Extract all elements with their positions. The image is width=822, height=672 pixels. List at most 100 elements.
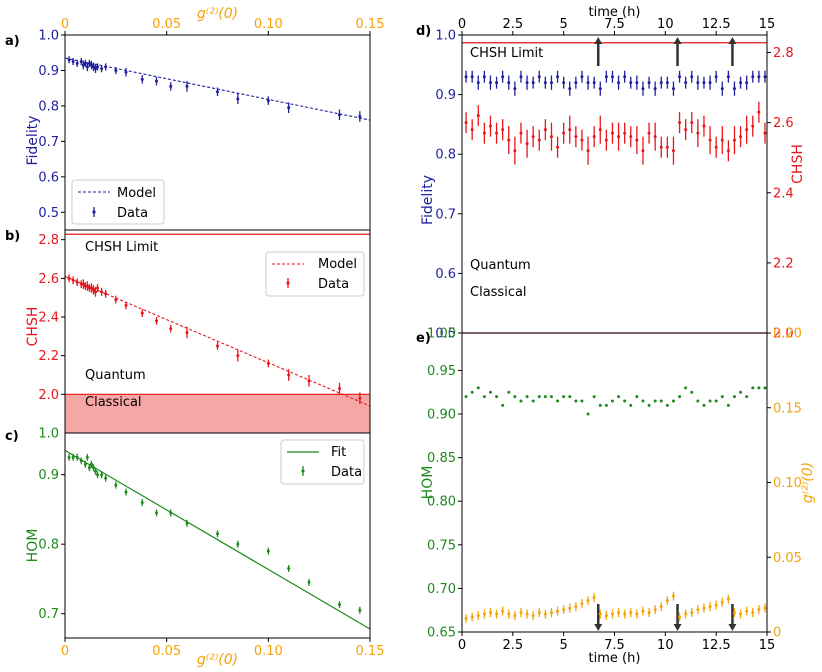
panel-d-fidelity-marker <box>580 75 584 79</box>
panel-d-chsh-marker <box>604 138 608 142</box>
panel-d-fidelity-marker <box>684 81 688 85</box>
panel-e-hom-point <box>696 399 700 403</box>
panel-b-data-marker <box>236 354 240 358</box>
panel-d-ytick-right: 2.4 <box>773 186 794 201</box>
panel-b-data-point <box>169 324 173 333</box>
panel-c-data-point <box>216 530 219 538</box>
panel-a-data-marker <box>358 115 362 119</box>
panel-d-fidelity-point <box>598 81 602 96</box>
panel-d-fidelity-point <box>580 70 584 83</box>
panel-e-hom-marker <box>635 395 639 399</box>
panel-d-fidelity-marker <box>549 81 553 85</box>
panel-a-data-point <box>104 63 108 71</box>
panel-c-data-marker <box>96 473 100 477</box>
panel-e-xtick: 10 <box>657 638 674 653</box>
panel-e-ytick-left: 0.75 <box>427 538 456 553</box>
panel-d-chsh-marker <box>751 124 755 128</box>
panel-a-data-marker <box>155 79 158 83</box>
panel-c-data-marker <box>169 511 173 515</box>
panel-d-chsh-point <box>470 119 474 141</box>
panel-d-ytick-left: 0.9 <box>435 88 456 103</box>
panel-c-xtick: 0.05 <box>152 644 181 659</box>
panel-d-limit-text: CHSH Limit <box>470 46 543 61</box>
panel-e-ytick-right: 0.15 <box>773 401 802 416</box>
panel-d-chsh-point <box>525 129 529 158</box>
panel-d-chsh-marker <box>757 110 761 114</box>
panel-e-hom-point <box>665 403 669 407</box>
panel-d-fidelity-point <box>708 75 712 90</box>
panel-d-chsh-point <box>690 112 694 134</box>
panel-b-data-marker <box>94 290 97 294</box>
panel-e-hom-marker <box>556 399 560 403</box>
panel-e-g2-point <box>586 596 590 606</box>
panel-b-data-marker <box>114 298 118 302</box>
panel-e-g2-point <box>592 593 596 603</box>
panel-a-data-point <box>140 75 144 84</box>
panel-e-xlabel: time (h) <box>589 651 641 666</box>
panel-e-hom-point <box>476 386 480 390</box>
panel-d-quantum-text: Quantum <box>470 258 531 273</box>
panel-c-data-marker <box>216 532 219 536</box>
panel-d-chsh-point <box>732 126 736 155</box>
panel-d-fidelity-point <box>702 76 706 89</box>
panel-b-legend-box <box>265 251 365 297</box>
panel-label-e: e) <box>416 331 431 346</box>
panel-b-data-marker <box>185 330 189 334</box>
panel-d-chsh-marker <box>708 138 712 142</box>
panel-d-chsh-point <box>641 136 645 165</box>
panel-b-data-point <box>85 281 89 291</box>
panel-d-fidelity-marker <box>671 87 675 91</box>
panel-a-top-xtick: 0.15 <box>356 17 385 32</box>
panel-e-hom-marker <box>604 403 608 407</box>
panel-c-data-marker <box>87 466 91 470</box>
panel-a-data-point <box>236 93 240 105</box>
panel-c-xtick: 0 <box>61 644 69 659</box>
panel-d-fidelity-marker <box>488 81 492 85</box>
panel-e-hom-point <box>647 403 651 407</box>
panel-e-ytick-right: 0 <box>773 626 781 641</box>
panel-e-hom-marker <box>726 403 730 407</box>
panel-d-fidelity-marker <box>665 81 669 85</box>
panel-d-chsh-marker <box>525 142 529 146</box>
panel-e-g2-marker <box>617 611 621 615</box>
panel-d-fidelity-point <box>763 70 767 83</box>
panel-c-data-marker <box>266 549 270 553</box>
panel-a-top-xtick: 0.10 <box>254 17 283 32</box>
panel-e-g2-point <box>519 608 523 618</box>
panel-a-data-marker <box>124 70 128 74</box>
panel-b-data-marker <box>140 311 144 315</box>
panel-d-ylabel-left: Fidelity <box>420 175 436 225</box>
panel-e-hom-point <box>763 386 767 390</box>
panel-b-data-point <box>94 287 97 297</box>
panel-e-hom-point <box>684 386 688 390</box>
panel-e-ytick-left: 0.90 <box>427 408 456 423</box>
panel-e-hom-marker <box>647 403 651 407</box>
panel-d-chsh-marker <box>464 121 468 125</box>
panel-e-g2-point <box>549 608 553 618</box>
panel-d-chsh-point <box>537 129 541 151</box>
panel-e-hom-point <box>678 395 682 399</box>
panel-d-fidelity-marker <box>678 75 682 79</box>
panel-e-g2-point <box>665 596 669 606</box>
panel-e-hom-point <box>671 399 675 403</box>
panel-d-chsh-marker <box>732 138 736 142</box>
panel-b-data-marker <box>85 284 89 288</box>
panel-d-chsh-point <box>549 122 553 151</box>
panel-d-chsh-marker <box>696 131 700 135</box>
panel-d-chsh-point <box>678 112 682 134</box>
panel-e-hom-marker <box>629 403 633 407</box>
panel-b-data-point <box>75 278 79 287</box>
panel-e-hom-marker <box>751 386 755 390</box>
panel-e-hom-point <box>653 399 657 403</box>
panel-e-g2-point <box>598 609 602 619</box>
panel-e-g2-point <box>562 605 566 615</box>
panel-d-chsh-point <box>629 126 633 148</box>
panel-e-g2-point <box>470 612 474 622</box>
panel-d-fidelity-point <box>684 76 688 89</box>
panel-e-g2-marker <box>507 612 511 616</box>
panel-e-hom-marker <box>757 386 761 390</box>
panel-d-chsh-point <box>714 136 718 158</box>
panel-d-fidelity-marker <box>525 81 529 85</box>
panel-e-hom-point <box>531 399 535 403</box>
panel-e-g2-point <box>708 602 712 612</box>
